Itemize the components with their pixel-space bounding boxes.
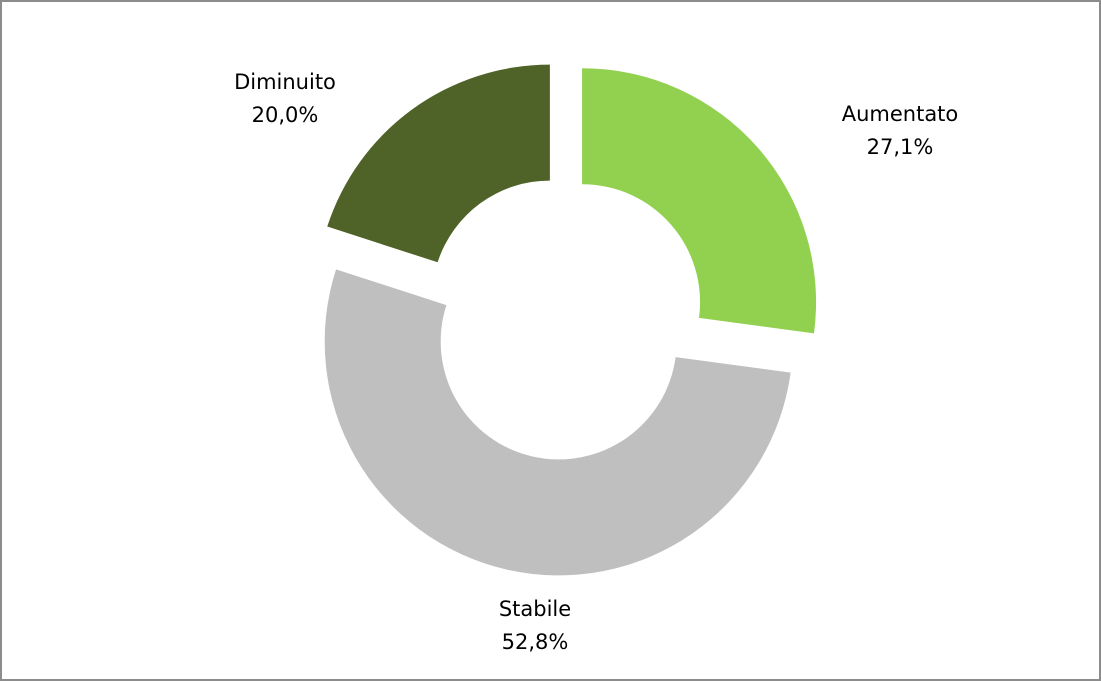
slice-label: Diminuito [234,70,336,94]
slice-value-label: 20,0% [252,103,319,127]
slice-label: Aumentato [842,102,959,126]
slice-value-label: 52,8% [502,630,569,654]
donut-slice [582,68,817,334]
slice-label: Stabile [499,597,571,621]
slice-value-label: 27,1% [867,135,934,159]
donut-slice [327,64,550,263]
donut-slice [324,269,791,576]
